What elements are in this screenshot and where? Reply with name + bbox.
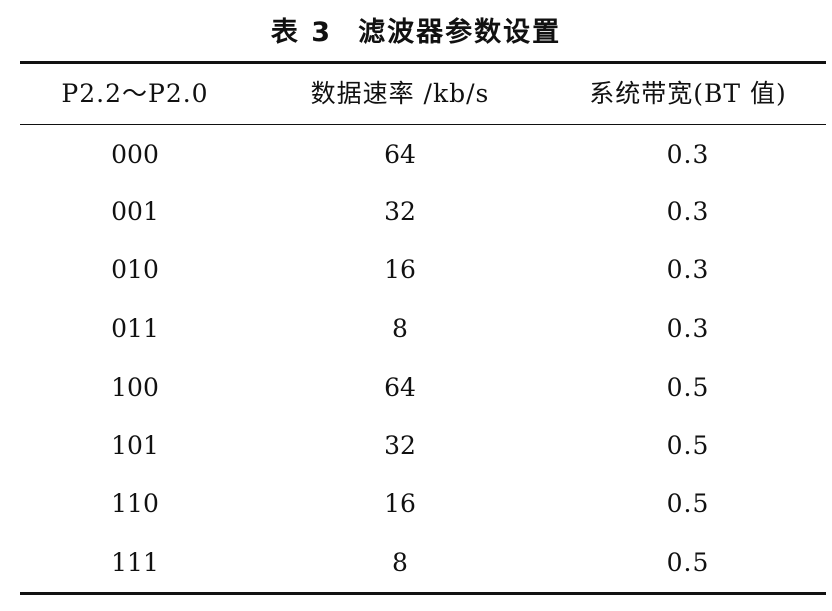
cell-bandwidth: 0.3 [666, 314, 710, 343]
cell-port-bits: 110 [111, 489, 159, 518]
cell-data-rate: 16 [384, 255, 416, 284]
cell-data-rate: 8 [392, 548, 408, 577]
cell-bandwidth: 0.5 [666, 373, 710, 402]
cell-data-rate: 32 [384, 431, 416, 460]
cell-bandwidth: 0.3 [666, 197, 710, 226]
cell-bandwidth: 0.3 [666, 140, 710, 169]
cell-data-rate: 8 [392, 314, 408, 343]
top-rule [20, 61, 826, 64]
cell-data-rate: 32 [384, 197, 416, 226]
header-port-bits: P2.2～P2.0 [61, 79, 209, 108]
cell-bandwidth: 0.5 [666, 548, 710, 577]
cell-port-bits: 100 [111, 373, 159, 402]
cell-port-bits: 101 [111, 431, 159, 460]
header-rule [20, 124, 826, 125]
cell-data-rate: 16 [384, 489, 416, 518]
cell-bandwidth: 0.3 [666, 255, 710, 284]
bottom-rule [20, 592, 826, 595]
cell-port-bits: 001 [111, 197, 159, 226]
table-number: 表 3 [270, 17, 333, 48]
header-bandwidth: 系统带宽(BT 值) [589, 79, 787, 108]
cell-bandwidth: 0.5 [666, 489, 710, 518]
cell-port-bits: 011 [111, 314, 159, 343]
cell-port-bits: 010 [111, 255, 159, 284]
table-title: 滤波器参数设置 [358, 17, 562, 48]
header-data-rate: 数据速率 /kb/s [310, 79, 490, 108]
cell-bandwidth: 0.5 [666, 431, 710, 460]
table-caption: 表 3 滤波器参数设置 [0, 10, 832, 49]
cell-data-rate: 64 [384, 373, 416, 402]
cell-port-bits: 000 [111, 140, 159, 169]
cell-data-rate: 64 [384, 140, 416, 169]
cell-port-bits: 111 [111, 548, 159, 577]
